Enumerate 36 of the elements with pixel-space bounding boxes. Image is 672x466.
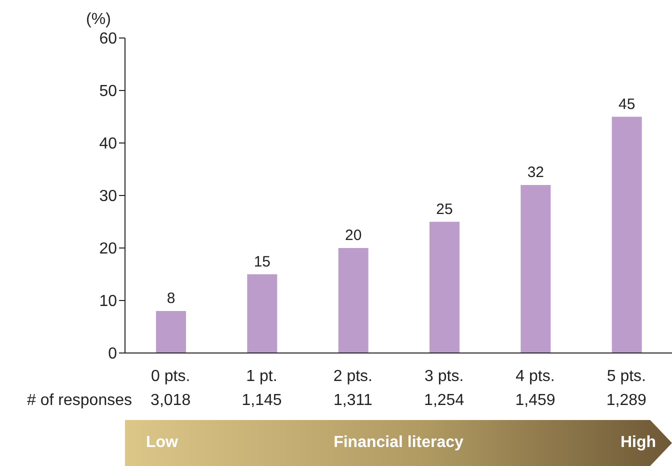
data-label: 15 (254, 253, 271, 270)
text: Low (146, 434, 178, 452)
text: 3,018 (150, 392, 191, 409)
bar (338, 248, 368, 353)
x-tick-label: 3 pts. (424, 368, 464, 385)
x-tick-label: 0 pts. (151, 368, 190, 385)
y-tick-label: 30 (99, 188, 118, 206)
data-label: 8 (166, 290, 176, 307)
x-tick-label: 4 pts. (516, 368, 555, 385)
y-tick-label: 0 (108, 346, 118, 363)
y-tick-label: 10 (99, 293, 118, 310)
x-axis-title: Financial literacy (334, 434, 464, 451)
text: 1,311 (333, 392, 372, 409)
data-label: 20 (344, 227, 362, 244)
text: 1,289 (606, 392, 647, 409)
x-tick-label: 1 pt. (246, 368, 278, 385)
y-tick-label: 40 (99, 136, 118, 153)
text: 1,459 (515, 392, 556, 409)
bar (247, 274, 278, 353)
text: 1,254 (424, 392, 464, 409)
x-tick-label: 5 pts. (606, 368, 646, 385)
data-label: 25 (436, 200, 453, 218)
bar (430, 222, 460, 353)
data-label: 32 (527, 164, 544, 181)
text: # of responses (27, 392, 132, 409)
text: High (620, 434, 656, 452)
x-tick-label: 2 pts. (333, 368, 372, 385)
y-tick-label: 60 (99, 30, 118, 48)
data-label: 45 (618, 96, 636, 113)
text: 1,145 (242, 392, 282, 409)
bar (612, 116, 642, 353)
bar (520, 185, 551, 353)
bar (156, 311, 186, 353)
y-axis-title: (%) (86, 11, 111, 28)
y-tick-label: 50 (99, 83, 118, 100)
y-tick-label: 20 (99, 240, 118, 258)
